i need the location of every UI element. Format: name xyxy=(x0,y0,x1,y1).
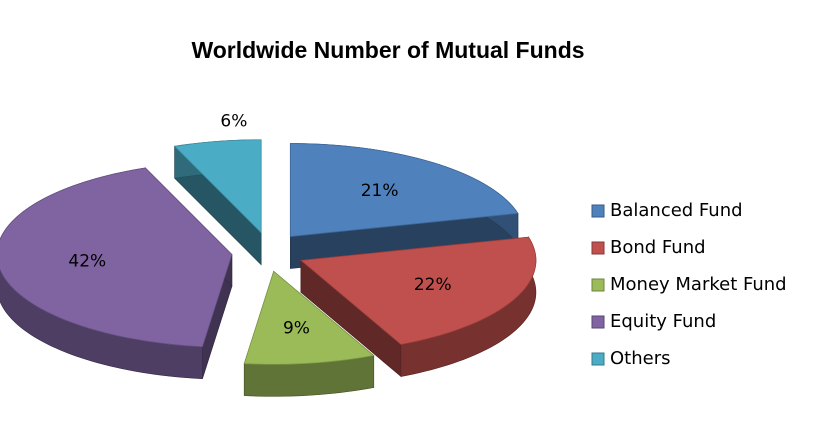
pie-slice xyxy=(299,236,537,345)
legend-swatch xyxy=(591,241,605,255)
legend-label: Balanced Fund xyxy=(610,200,743,221)
legend-label: Money Market Fund xyxy=(610,274,787,295)
legend-swatch xyxy=(591,315,605,329)
slice xyxy=(299,236,537,378)
data-label: 6% xyxy=(220,112,247,132)
chart-title: Worldwide Number of Mutual Funds xyxy=(191,37,584,63)
data-label: 22% xyxy=(414,275,452,295)
legend-swatch xyxy=(591,352,605,366)
legend-label: Others xyxy=(610,348,671,369)
legend-label: Bond Fund xyxy=(610,237,706,258)
data-label: 42% xyxy=(68,252,106,272)
legend-swatch xyxy=(591,204,605,218)
pie-slice xyxy=(289,143,519,237)
pie-slice xyxy=(0,167,233,348)
pie-slice xyxy=(173,139,262,234)
slice xyxy=(173,139,262,266)
slice xyxy=(243,270,375,397)
slice xyxy=(289,143,519,269)
legend-swatch xyxy=(591,278,605,292)
slice xyxy=(0,167,233,380)
legend-label: Equity Fund xyxy=(610,311,716,332)
pie-slice xyxy=(243,270,375,365)
data-label: 21% xyxy=(361,181,399,201)
data-label: 9% xyxy=(283,318,310,338)
